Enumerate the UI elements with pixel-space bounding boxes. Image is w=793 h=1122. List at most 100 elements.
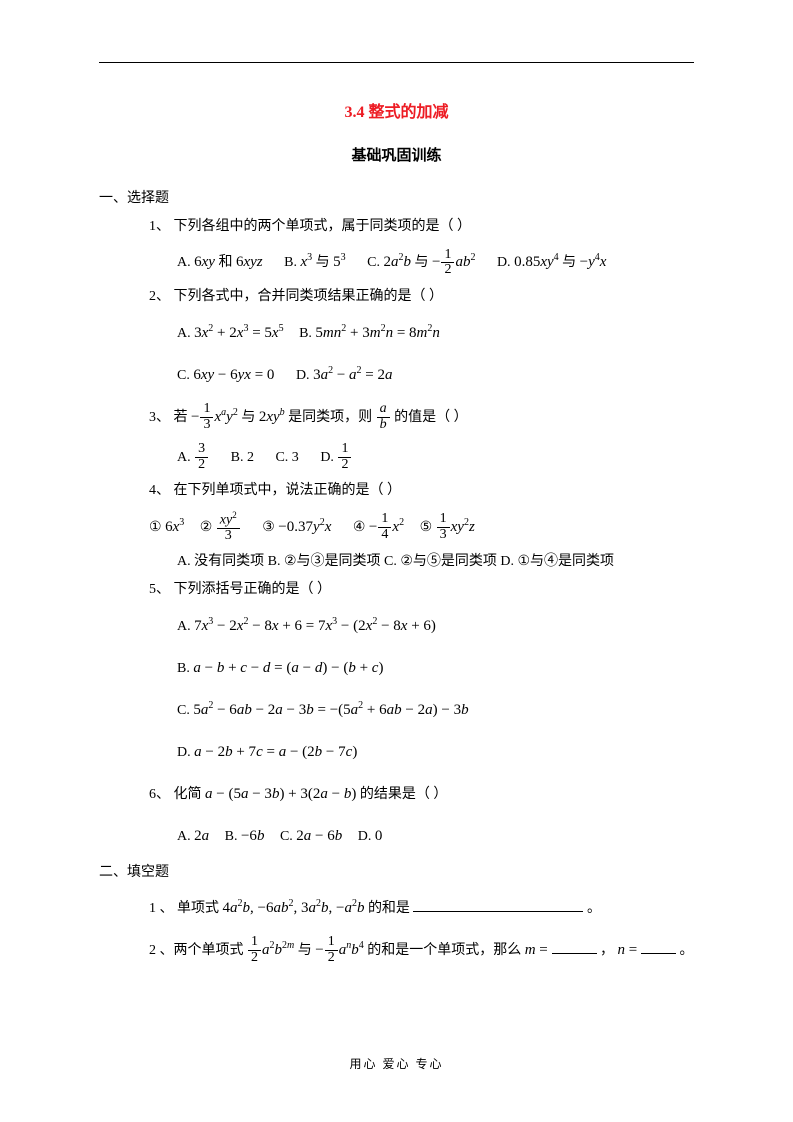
q3-opt-d: D. 12	[320, 441, 352, 475]
header-rule	[99, 62, 694, 63]
content: 3.4 整式的加减 基础巩固训练 一、选择题 1、 下列各组中的两个单项式，属于…	[0, 0, 793, 968]
text: 的和是一个单项式，那么	[367, 943, 525, 958]
q2-opt-b: B. 5mn2 + 3m2n = 8m2n	[299, 315, 440, 351]
math: x3	[300, 254, 312, 270]
q4-term-5: ⑤ 13xy2z	[420, 509, 475, 545]
label: C.	[367, 255, 383, 270]
q1-options: A. 6xy 和 6xyz B. x3 与 53 C. 2a2b 与 −12ab…	[177, 244, 694, 280]
page: 3.4 整式的加减 基础巩固训练 一、选择题 1、 下列各组中的两个单项式，属于…	[0, 0, 793, 1122]
q4-options: A. 没有同类项 B. ②与③是同类项 C. ②与⑤是同类项 D. ①与④是同类…	[177, 551, 694, 573]
math: 53	[333, 254, 346, 270]
q2-opt-c: C. 6xy − 6yx = 0	[177, 357, 274, 393]
label: B.	[284, 255, 300, 270]
label: D.	[497, 255, 514, 270]
q2-options-row1: A. 3x2 + 2x3 = 5x5 B. 5mn2 + 3m2n = 8m2n	[177, 315, 694, 351]
q3-opt-b: B. 2	[231, 450, 254, 465]
text: 与	[562, 255, 580, 270]
section-2-heading: 二、填空题	[99, 862, 694, 884]
q6-options: A. 2a B. −6b C. 2a − 6b D. 0	[177, 818, 694, 854]
text: 与	[241, 410, 259, 425]
math: −13xay2	[191, 409, 238, 425]
blank-line	[413, 897, 583, 912]
math: a − (5a − 3b) + 3(2a − b)	[205, 786, 356, 802]
q2-opt-d: D. 3a2 − a2 = 2a	[296, 357, 393, 393]
label: D.	[320, 450, 337, 465]
q1-stem: 1、 下列各组中的两个单项式，属于同类项的是（ ）	[149, 216, 694, 238]
math: 2a − 6b	[296, 828, 342, 844]
blank-line	[552, 939, 597, 954]
math: 2a	[194, 828, 209, 844]
fraction: xy23	[217, 511, 240, 544]
label: C.	[177, 368, 193, 383]
math: 3x2 + 2x3 = 5x5	[194, 325, 283, 341]
fraction: ab	[377, 402, 390, 432]
math: 4a2b, −6ab2, 3a2b, −a2b	[223, 900, 365, 916]
q3-stem: 3、 若 −13xay2 与 2xyb 是同类项，则 ab 的值是（ ）	[149, 399, 694, 435]
title-sub: 基础巩固训练	[99, 144, 694, 168]
fraction: 32	[195, 442, 208, 472]
math: 5mn2 + 3m2n = 8m2n	[315, 325, 439, 341]
label: B.	[299, 326, 315, 341]
q2-opt-a: A. 3x2 + 2x3 = 5x5	[177, 315, 284, 351]
label: C.	[177, 703, 193, 718]
q4-term-1: ① 6x3	[149, 509, 184, 545]
math: a − b + c − d = (a − d) − (b + c)	[193, 660, 383, 676]
q1-opt-b: B. x3 与 53	[284, 244, 346, 280]
fraction: 12	[338, 442, 351, 472]
label: A.	[177, 829, 194, 844]
math: 3a2 − a2 = 2a	[313, 367, 392, 383]
math: 0.85xy4	[514, 254, 559, 270]
q1-opt-a: A. 6xy 和 6xyz	[177, 244, 263, 280]
text: 3、 若	[149, 410, 191, 425]
label: ③	[262, 520, 278, 535]
text: 2 、两个单项式	[149, 943, 247, 958]
text: 的和是	[368, 901, 414, 916]
q1-opt-d: D. 0.85xy4 与 −y4x	[497, 244, 607, 280]
text: 与	[316, 255, 334, 270]
q4-term-2: ② xy23	[200, 511, 241, 545]
math: m =	[525, 942, 552, 958]
q5-opt-b: B. a − b + c − d = (a − d) − (b + c)	[177, 650, 694, 686]
math: −0.37y2x	[278, 519, 331, 535]
math: n =	[618, 942, 641, 958]
math: 2a2b	[383, 254, 411, 270]
label: ②	[200, 520, 216, 535]
text: 。	[679, 943, 693, 958]
math: 2xyb	[259, 409, 285, 425]
math: 7x3 − 2x2 − 8x + 6 = 7x3 − (2x2 − 8x + 6…	[194, 618, 436, 634]
math: 6xy − 6yx = 0	[193, 367, 274, 383]
q2-stem: 2、 下列各式中，合并同类项结果正确的是（ ）	[149, 286, 694, 308]
label: ④	[353, 520, 369, 535]
footer: 用心 爱心 专心	[0, 1055, 793, 1074]
text: 和	[218, 255, 236, 270]
label: A.	[177, 450, 194, 465]
text: 与	[298, 943, 316, 958]
q6-stem: 6、 化简 a − (5a − 3b) + 3(2a − b) 的结果是（ ）	[149, 776, 694, 812]
text: ，	[600, 943, 618, 958]
q4-term-3: ③ −0.37y2x	[262, 509, 331, 545]
math: 6xyz	[236, 254, 263, 270]
math: −y4x	[580, 254, 607, 270]
q4-terms: ① 6x3 ② xy23 ③ −0.37y2x ④ −14x2 ⑤ 13xy2z	[149, 509, 694, 545]
math: 0	[375, 828, 383, 844]
q5-opt-c: C. 5a2 − 6ab − 2a − 3b = −(5a2 + 6ab − 2…	[177, 692, 694, 728]
q1-opt-c: C. 2a2b 与 −12ab2	[367, 244, 475, 280]
text: 。	[587, 901, 601, 916]
label: B.	[225, 829, 241, 844]
math: −12ab2	[432, 254, 475, 270]
q2-options-row2: C. 6xy − 6yx = 0 D. 3a2 − a2 = 2a	[177, 357, 694, 393]
q4-term-4: ④ −14x2	[353, 509, 404, 545]
math: a − 2b + 7c = a − (2b − 7c)	[194, 744, 357, 760]
math: 13xy2z	[436, 519, 475, 535]
label: B.	[177, 661, 193, 676]
q5-opt-a: A. 7x3 − 2x2 − 8x + 6 = 7x3 − (2x2 − 8x …	[177, 608, 694, 644]
q4-stem: 4、 在下列单项式中，说法正确的是（ ）	[149, 480, 694, 502]
text: 是同类项，则	[288, 410, 376, 425]
q5-stem: 5、 下列添括号正确的是（ ）	[149, 579, 694, 601]
label: A.	[177, 619, 194, 634]
q3-options: A. 32 B. 2 C. 3 D. 12	[177, 441, 694, 475]
math: 5a2 − 6ab − 2a − 3b = −(5a2 + 6ab − 2a) …	[193, 702, 468, 718]
text: 的值是（ ）	[394, 410, 468, 425]
text: 的结果是（ ）	[360, 787, 448, 802]
label: A.	[177, 255, 194, 270]
